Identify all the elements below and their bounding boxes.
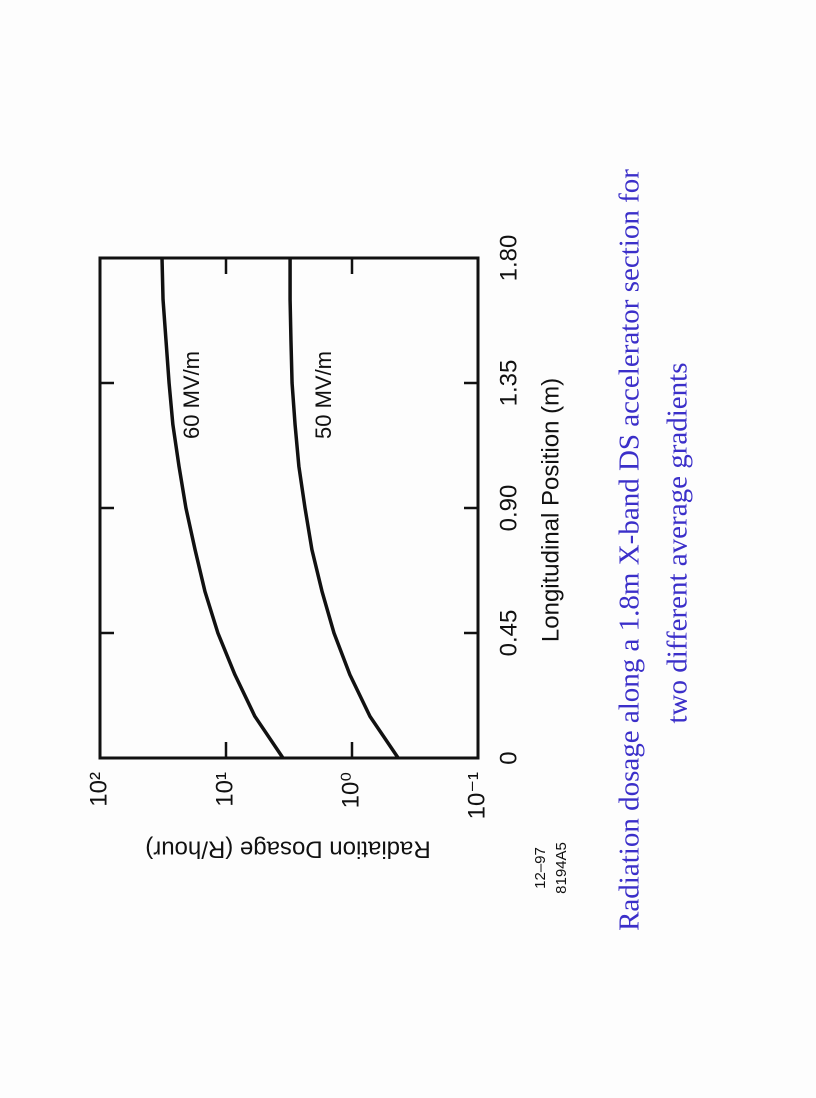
series-label: 60 MV/m [179,351,204,439]
x-tick-label: 1.80 [495,235,522,282]
caption-line: Radiation dosage along a 1.8m X-band DS … [614,169,646,931]
caption-line: two different average gradients [662,363,694,724]
x-tick-label: 0.90 [495,485,522,532]
y-tick-label: 10⁻¹ [463,772,490,819]
y-tick-label: 10¹ [211,772,238,807]
x-tick-label: 0.45 [495,610,522,657]
y-axis-label: Radiation Dosage (R/hour) [145,836,430,863]
rotated-chart: Longitudinal Position (m) Radiation Dosa… [85,169,693,931]
x-axis-label: Longitudinal Position (m) [537,378,564,642]
y-tick-label: 10² [85,772,112,807]
figure-code: 8194A5 [553,842,570,894]
series-label: 50 MV/m [311,351,336,439]
plot-frame [98,256,480,760]
x-tick-label: 0 [495,751,522,764]
data-line [288,258,400,759]
x-tick-label: 1.35 [495,360,522,407]
data-line [160,257,285,759]
y-tick-label: 10⁰ [337,772,364,808]
figure-code: 12–97 [532,847,549,889]
